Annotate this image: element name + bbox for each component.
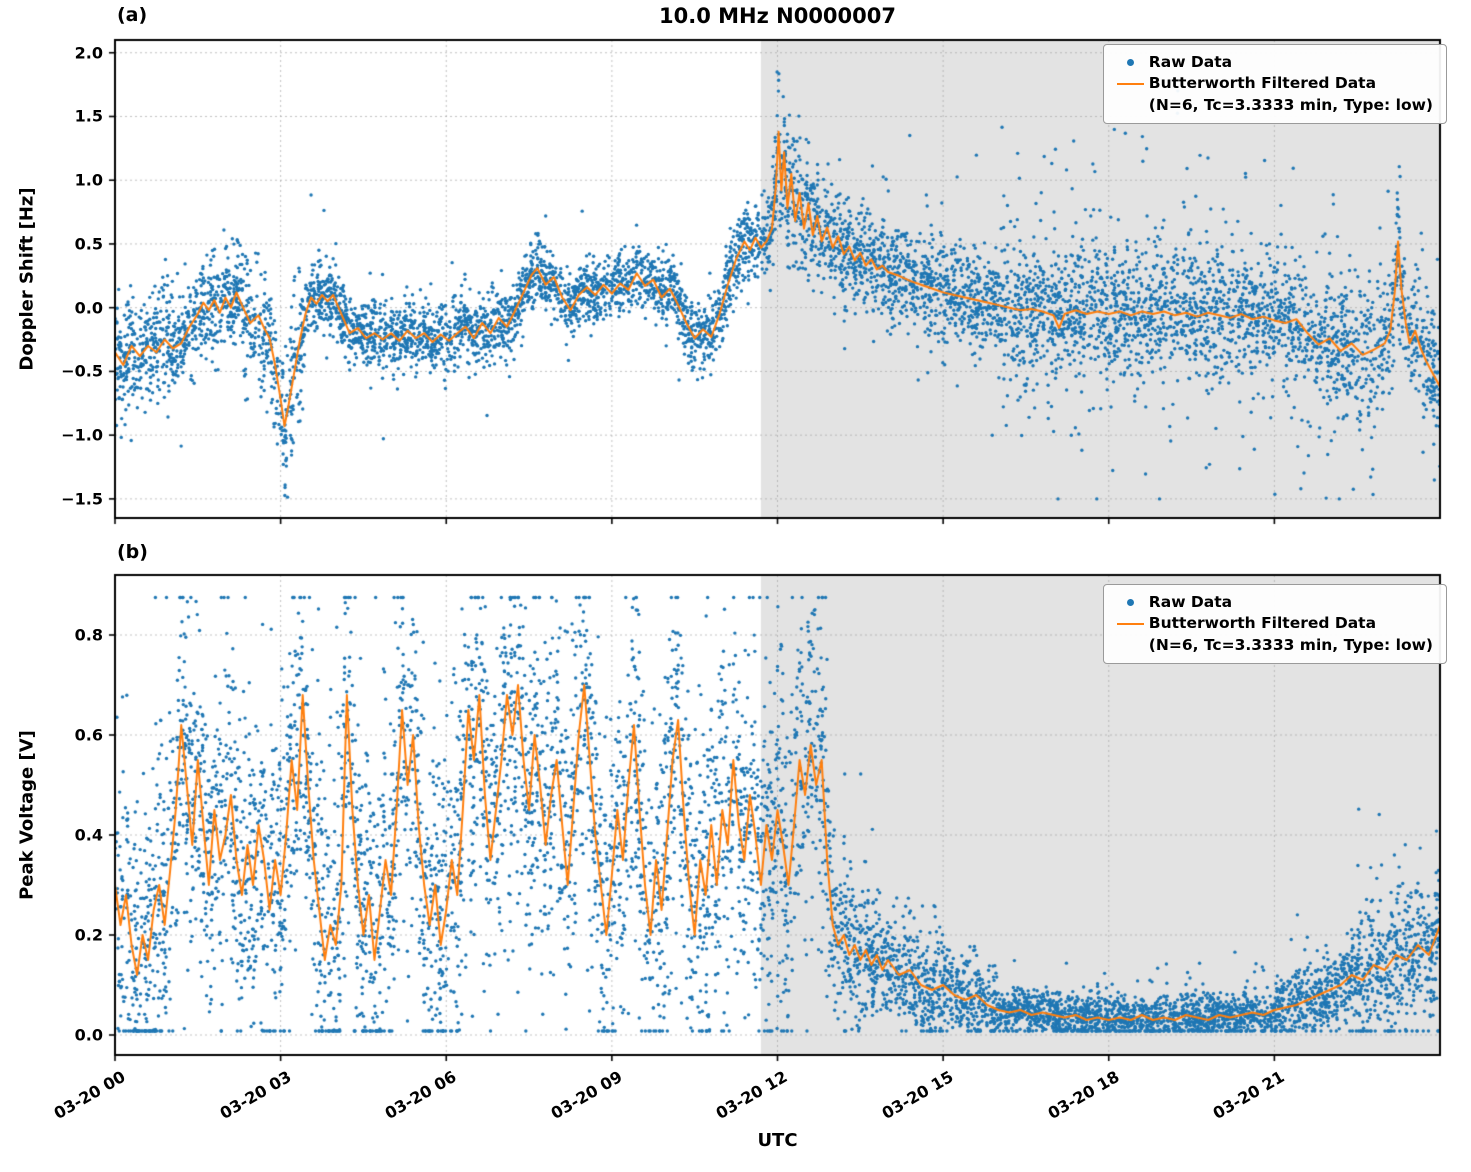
y-tick-label: 0.5 (74, 234, 103, 254)
legend-panel-b: Raw Data Butterworth Filtered Data (N=6,… (1102, 584, 1447, 665)
legend-filtered-line1: Butterworth Filtered Data (1148, 614, 1377, 633)
legend-entry-raw: Raw Data (1113, 592, 1433, 613)
raw-data-dot-icon (1113, 52, 1149, 73)
legend-raw-label: Raw Data (1148, 53, 1233, 71)
panel-a-label: (a) (117, 4, 148, 26)
y-tick-label: 0.6 (74, 725, 103, 745)
filtered-line-icon (1113, 613, 1149, 634)
legend-entry-filtered: Butterworth Filtered Data (N=6, Tc=3.333… (1113, 613, 1433, 656)
y-axis-label-voltage: Peak Voltage [V] (16, 730, 38, 900)
y-tick-label: 0.8 (74, 625, 103, 645)
chart-title: 10.0 MHz N0000007 (659, 4, 896, 28)
legend-entry-raw: Raw Data (1113, 52, 1433, 73)
filtered-line-icon (1113, 73, 1149, 94)
panel-b-label: (b) (117, 541, 148, 563)
y-tick-label: 0.4 (74, 825, 103, 845)
legend-raw-label: Raw Data (1148, 593, 1233, 611)
legend-filtered-line1: Butterworth Filtered Data (1148, 74, 1377, 93)
legend-entry-filtered: Butterworth Filtered Data (N=6, Tc=3.333… (1113, 73, 1433, 116)
legend-filtered-line2: (N=6, Tc=3.3333 min, Type: low) (1148, 95, 1433, 114)
legend-filtered-label: Butterworth Filtered Data (N=6, Tc=3.333… (1149, 613, 1433, 656)
legend-filtered-line2: (N=6, Tc=3.3333 min, Type: low) (1148, 635, 1433, 654)
y-tick-label: 0.0 (74, 298, 103, 318)
y-tick-label: −0.5 (61, 361, 103, 381)
x-axis-label: UTC (757, 1130, 798, 1151)
y-tick-label: 2.0 (74, 43, 103, 63)
y-tick-label: 1.0 (74, 170, 103, 190)
y-tick-label: −1.5 (61, 489, 103, 509)
y-tick-label: 1.5 (74, 106, 103, 126)
legend-panel-a: Raw Data Butterworth Filtered Data (N=6,… (1102, 44, 1447, 125)
y-tick-label: 0.2 (74, 925, 103, 945)
y-axis-label-doppler: Doppler Shift [Hz] (16, 187, 38, 371)
y-tick-label: 0.0 (74, 1025, 103, 1045)
raw-data-dot-icon (1113, 592, 1149, 613)
legend-filtered-label: Butterworth Filtered Data (N=6, Tc=3.333… (1149, 73, 1433, 116)
y-tick-label: −1.0 (61, 425, 103, 445)
